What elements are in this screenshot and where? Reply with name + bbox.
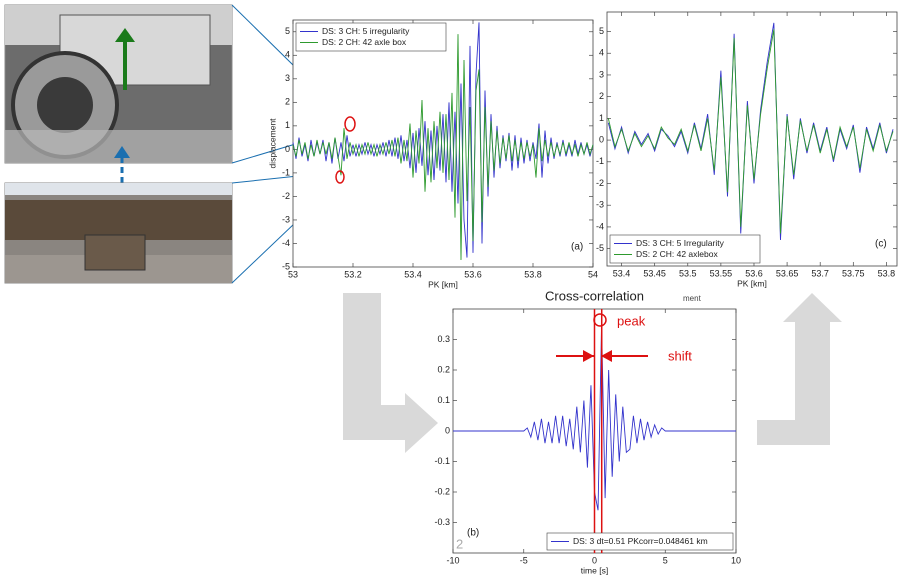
annotation: shift bbox=[668, 348, 692, 363]
y-tick-label: -2 bbox=[282, 191, 290, 201]
plot-frame bbox=[292, 19, 594, 268]
y-tick-label: 0 bbox=[599, 134, 604, 144]
legend-label: DS: 2 CH: 42 axlebox bbox=[636, 249, 718, 259]
legend-box bbox=[546, 532, 734, 551]
panel-label: (c) bbox=[875, 239, 887, 250]
x-tick-label: 53.6 bbox=[745, 268, 763, 278]
shift-arrows bbox=[583, 350, 594, 362]
chart-title: Cross-correlation bbox=[545, 288, 644, 303]
y-tick-label: -5 bbox=[282, 261, 290, 271]
y-tick-label: 2 bbox=[285, 97, 290, 107]
x-tick-label: 53.8 bbox=[524, 269, 542, 279]
x-tick-label: 53.65 bbox=[776, 268, 799, 278]
highlight-circle bbox=[344, 116, 356, 132]
panel-label: (b) bbox=[467, 528, 479, 539]
y-tick-label: 4 bbox=[599, 48, 604, 58]
y-tick-label: -0.3 bbox=[434, 517, 450, 527]
x-tick-label: 53.45 bbox=[643, 268, 666, 278]
x-tick-label: 53.75 bbox=[842, 268, 865, 278]
y-tick-label: 2 bbox=[599, 91, 604, 101]
annotation: peak bbox=[617, 313, 646, 328]
legend-box bbox=[295, 22, 447, 52]
y-tick-label: 0 bbox=[285, 144, 290, 154]
plot-frame bbox=[606, 11, 898, 267]
x-tick-label: -5 bbox=[520, 555, 528, 565]
x-axis-label: PK [km] bbox=[428, 279, 458, 289]
legend-label: DS: 3 CH: 5 irregularity bbox=[322, 26, 410, 36]
y-tick-label: -0.2 bbox=[434, 486, 450, 496]
flow-arrow bbox=[757, 293, 842, 445]
series-line bbox=[292, 22, 594, 258]
y-tick-label: -4 bbox=[282, 238, 290, 248]
shift-arrows bbox=[601, 350, 612, 362]
y-tick-label: -5 bbox=[596, 243, 604, 253]
y-tick-label: 1 bbox=[285, 120, 290, 130]
series-line bbox=[607, 29, 894, 234]
highlight-circle bbox=[335, 170, 345, 184]
x-axis-label: PK [km] bbox=[737, 278, 767, 288]
x-tick-label: 54 bbox=[588, 269, 598, 279]
y-tick-label: 3 bbox=[285, 73, 290, 83]
y-tick-label: -1 bbox=[282, 167, 290, 177]
rail-photo bbox=[4, 182, 233, 284]
y-tick-label: -4 bbox=[596, 221, 604, 231]
connector bbox=[114, 146, 130, 158]
y-tick-label: 0.3 bbox=[437, 334, 450, 344]
y-tick-label: 5 bbox=[599, 26, 604, 36]
x-tick-label: 53 bbox=[288, 269, 298, 279]
x-tick-label: 53.7 bbox=[811, 268, 829, 278]
y-tick-label: 0.1 bbox=[437, 395, 450, 405]
x-tick-label: 53.4 bbox=[404, 269, 422, 279]
y-tick-label: -2 bbox=[596, 178, 604, 188]
series-line bbox=[292, 34, 594, 260]
y-axis-label: displacement bbox=[267, 118, 277, 169]
x-tick-label: 53.4 bbox=[613, 268, 631, 278]
y-tick-label: -1 bbox=[596, 156, 604, 166]
y-tick-label: 4 bbox=[285, 50, 290, 60]
bogie-photo bbox=[4, 4, 233, 164]
y-tick-label: 0.2 bbox=[437, 364, 450, 374]
y-tick-label: 0 bbox=[445, 425, 450, 435]
y-tick-label: -0.1 bbox=[434, 456, 450, 466]
y-tick-label: -3 bbox=[596, 200, 604, 210]
legend-label: DS: 3 dt=0.51 PKcorr=0.048461 km bbox=[573, 536, 708, 546]
x-tick-label: 53.6 bbox=[464, 269, 482, 279]
x-tick-label: 0 bbox=[592, 555, 597, 565]
legend-box bbox=[609, 234, 761, 264]
y-tick-label: 1 bbox=[599, 113, 604, 123]
corner-mark: 2 bbox=[456, 536, 463, 551]
legend-label: DS: 2 CH: 42 axle box bbox=[322, 37, 407, 47]
x-tick-label: 10 bbox=[731, 555, 741, 565]
peak-circle bbox=[593, 313, 607, 327]
x-tick-label: -10 bbox=[446, 555, 459, 565]
y-tick-label: -3 bbox=[282, 214, 290, 224]
y-tick-label: 3 bbox=[599, 69, 604, 79]
x-tick-label: 53.2 bbox=[344, 269, 362, 279]
legend-label: DS: 3 CH: 5 Irregularity bbox=[636, 238, 725, 248]
x-tick-label: 53.55 bbox=[710, 268, 733, 278]
y-tick-label: 5 bbox=[285, 26, 290, 36]
x-tick-label: 5 bbox=[663, 555, 668, 565]
x-tick-label: 53.5 bbox=[679, 268, 697, 278]
note: ment bbox=[683, 294, 702, 303]
flow-arrow bbox=[343, 293, 438, 453]
panel-label: (a) bbox=[571, 242, 583, 253]
x-tick-label: 53.8 bbox=[878, 268, 896, 278]
x-axis-label: time [s] bbox=[581, 565, 608, 575]
